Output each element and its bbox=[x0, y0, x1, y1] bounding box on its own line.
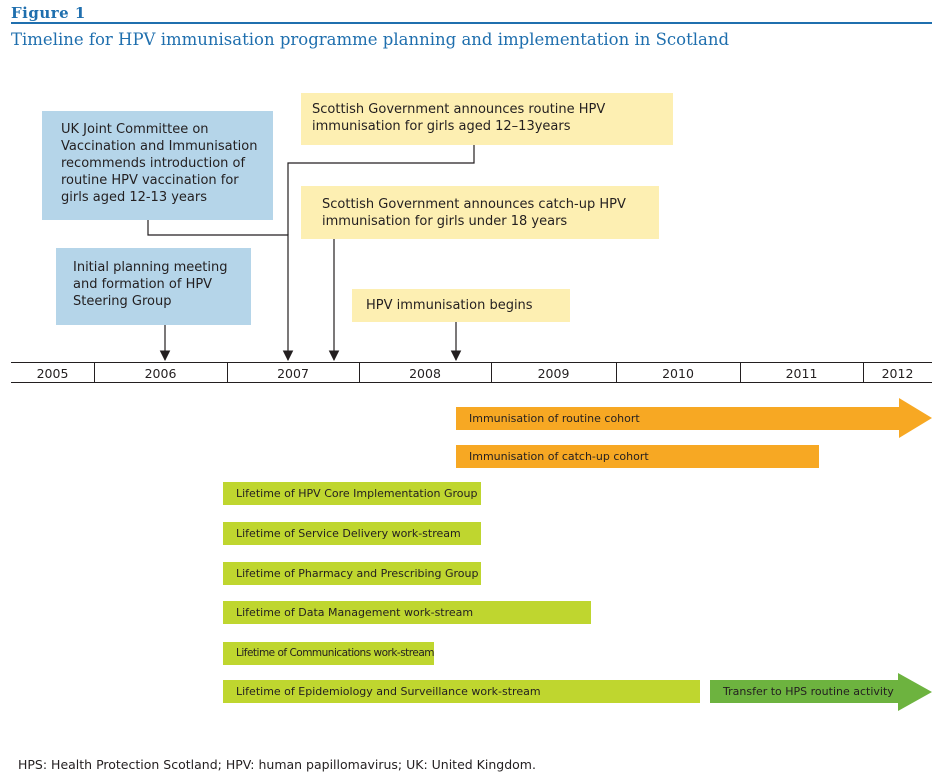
year-divider bbox=[740, 362, 741, 382]
epidemiology-bar: Lifetime of Epidemiology and Surveillanc… bbox=[223, 680, 700, 703]
transfer-arrowhead bbox=[898, 673, 932, 711]
year-label: 2009 bbox=[537, 366, 570, 381]
year-divider bbox=[94, 362, 95, 382]
timeline-top-line bbox=[11, 362, 932, 363]
year-divider bbox=[491, 362, 492, 382]
catchup-announce-box: Scottish Government announces catch-up H… bbox=[301, 186, 659, 239]
figure-title: Timeline for HPV immunisation programme … bbox=[11, 30, 730, 49]
year-divider bbox=[359, 362, 360, 382]
service-delivery-bar: Lifetime of Service Delivery work-stream bbox=[223, 522, 481, 545]
transfer-bar: Transfer to HPS routine activity bbox=[710, 680, 899, 703]
footnote: HPS: Health Protection Scotland; HPV: hu… bbox=[18, 757, 536, 772]
catchup-cohort-bar: Immunisation of catch-up cohort bbox=[456, 445, 819, 468]
begins-box: HPV immunisation begins bbox=[352, 289, 570, 322]
planning-box: Initial planning meeting and formation o… bbox=[56, 248, 251, 325]
jcvi-box: UK Joint Committee on Vaccination and Im… bbox=[42, 111, 273, 220]
year-divider bbox=[616, 362, 617, 382]
routine-cohort-arrowhead bbox=[899, 398, 932, 438]
communications-bar: Lifetime of Communications work-stream bbox=[223, 642, 435, 665]
routine-announce-box: Scottish Government announces routine HP… bbox=[301, 93, 673, 145]
data-management-bar: Lifetime of Data Management work-stream bbox=[223, 601, 591, 624]
year-divider bbox=[227, 362, 228, 382]
core-group-bar: Lifetime of HPV Core Implementation Grou… bbox=[223, 482, 481, 505]
figure-label: Figure 1 bbox=[11, 4, 86, 22]
routine-announce-connector bbox=[287, 145, 475, 235]
timeline-bottom-line bbox=[11, 382, 932, 383]
pharmacy-bar: Lifetime of Pharmacy and Prescribing Gro… bbox=[223, 562, 481, 585]
jcvi-connector bbox=[147, 220, 294, 362]
year-label: 2006 bbox=[144, 366, 177, 381]
routine-cohort-bar: Immunisation of routine cohort bbox=[456, 407, 900, 430]
year-label: 2012 bbox=[881, 366, 914, 381]
year-label: 2008 bbox=[409, 366, 441, 381]
year-label: 2007 bbox=[277, 366, 309, 381]
title-rule bbox=[11, 22, 932, 24]
year-label: 2005 bbox=[36, 366, 69, 381]
year-divider bbox=[863, 362, 864, 382]
year-label: 2010 bbox=[662, 366, 694, 381]
year-label: 2011 bbox=[785, 366, 818, 381]
